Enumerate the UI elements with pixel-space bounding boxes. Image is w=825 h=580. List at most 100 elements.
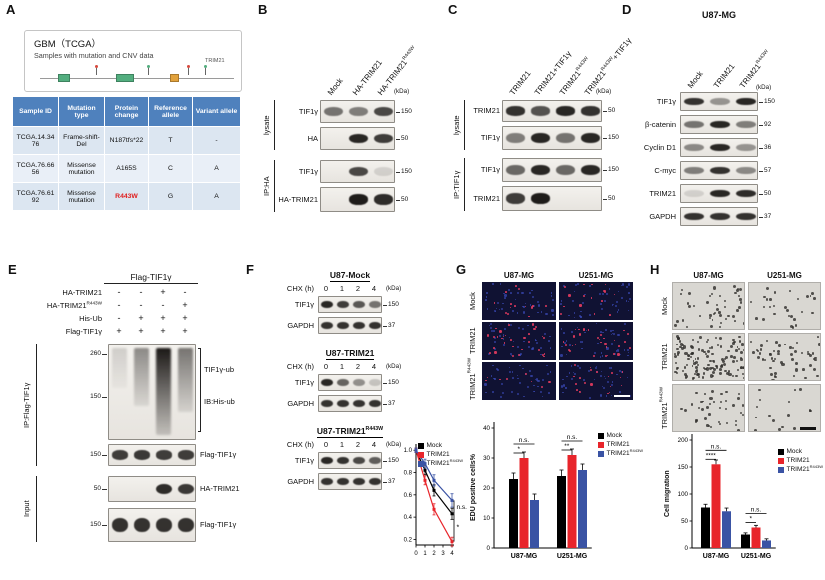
sig-label: n.s. xyxy=(567,434,578,441)
cell-dot xyxy=(599,333,602,336)
cell-dot xyxy=(510,302,513,305)
cell-dot xyxy=(510,324,513,327)
cell-dot xyxy=(795,341,799,345)
cell-dot xyxy=(494,336,497,339)
cell-dot xyxy=(509,339,512,342)
blot-group-line xyxy=(274,160,275,212)
cell-dot xyxy=(684,366,687,369)
cell-dot xyxy=(502,343,505,346)
cell-dot xyxy=(718,422,722,426)
protein-band xyxy=(684,120,704,129)
cell-dot xyxy=(589,367,591,369)
xtick-label: 3 xyxy=(441,551,445,557)
blot-row-label: TRIM21 xyxy=(649,188,676,198)
kda-marker: 36 xyxy=(764,143,772,151)
cell-dot xyxy=(678,340,682,343)
cell-dot xyxy=(742,376,744,380)
blot-row-label: TIF1γ xyxy=(298,166,318,176)
marker-tick xyxy=(383,481,387,483)
cell-dot xyxy=(613,294,616,296)
cell-dot xyxy=(802,368,805,371)
kda-unit-label: (kDa) xyxy=(394,88,410,95)
cell-dot xyxy=(611,381,614,383)
cell-dot xyxy=(490,375,492,377)
cell-dot xyxy=(626,376,629,379)
cell-dot xyxy=(583,329,585,331)
cell-dot xyxy=(708,402,712,406)
cell-dot xyxy=(606,380,610,384)
cell-dot xyxy=(721,359,725,363)
cell-dot xyxy=(681,347,685,351)
cell-dot xyxy=(702,400,704,403)
protein-band xyxy=(369,321,381,330)
plus-minus: - xyxy=(117,313,121,323)
blot-group-label: lysate xyxy=(452,115,461,135)
cell-dot xyxy=(623,349,626,351)
cell-dot xyxy=(796,297,800,301)
protein-band xyxy=(349,106,368,117)
cell-dot xyxy=(504,294,507,297)
cell-dot xyxy=(612,303,614,305)
protein-band xyxy=(710,97,730,106)
cell-dot xyxy=(564,342,567,345)
cell-dot xyxy=(789,289,791,292)
cell-dot xyxy=(594,379,596,381)
cell-dot xyxy=(598,293,601,296)
plus-minus: + xyxy=(182,300,188,310)
protein-band xyxy=(321,456,333,465)
cell-dot xyxy=(755,416,758,419)
cell-dot xyxy=(734,374,738,378)
gene-track-line xyxy=(40,78,234,79)
cell-dot xyxy=(765,298,769,301)
protein-band xyxy=(710,212,730,221)
blot-strip xyxy=(680,92,758,111)
cell-dot xyxy=(617,333,620,336)
plus-minus: - xyxy=(161,300,165,310)
xtick-label: 0 xyxy=(414,551,418,557)
protein-band xyxy=(353,378,365,387)
cell-dot xyxy=(581,341,584,344)
protein-band xyxy=(556,132,575,144)
chx-timepoint: 1 xyxy=(339,440,345,449)
ib-his-ub-label: IB:His-ub xyxy=(204,397,235,406)
cell-dot xyxy=(484,379,487,382)
cell-dot xyxy=(532,305,534,307)
kda-marker: 150 xyxy=(608,134,619,141)
xtick-label: 2 xyxy=(432,551,436,557)
ub-smear-blot xyxy=(108,344,196,440)
protein-band xyxy=(111,450,129,460)
cell-dot xyxy=(511,310,514,313)
protein-band xyxy=(369,477,381,486)
cell-dot xyxy=(708,295,711,298)
cell-dot xyxy=(706,424,709,427)
bar xyxy=(557,476,566,548)
cell-dot xyxy=(540,354,542,356)
protein-band xyxy=(349,194,368,205)
cell-dot xyxy=(734,419,737,422)
blot-title: U87-TRIM21R443W xyxy=(295,426,405,438)
kda-marker: 92 xyxy=(764,120,772,128)
protein-band xyxy=(710,143,730,152)
legend-label: Mock xyxy=(786,447,803,455)
cell-dot xyxy=(738,305,742,309)
protein-band xyxy=(321,378,333,387)
cell-dot xyxy=(708,413,711,416)
protein-band xyxy=(531,164,550,176)
panel-A-subtitle: Samples with mutation and CNV data xyxy=(34,51,154,60)
cell-dot xyxy=(594,366,598,369)
cell-dot xyxy=(628,292,630,294)
cell-dot xyxy=(696,357,700,360)
cell-dot xyxy=(719,400,722,403)
cell-dot xyxy=(536,300,539,303)
blot-row-label: TIF1γ xyxy=(298,106,318,116)
kda-unit-label: (kDa) xyxy=(386,441,402,448)
cell-dot xyxy=(719,325,722,328)
cell-dot xyxy=(705,301,709,304)
cell-dot xyxy=(758,352,762,355)
legend-label: TRIM21R443W xyxy=(426,457,464,467)
cell-dot xyxy=(562,378,565,381)
cell-dot xyxy=(501,308,504,311)
cell-dot xyxy=(596,336,599,339)
blot-group-line xyxy=(274,100,275,150)
sig-label: n.s. xyxy=(519,437,530,444)
